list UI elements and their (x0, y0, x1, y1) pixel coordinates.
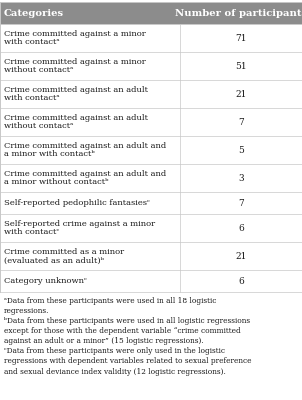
Text: 21: 21 (235, 90, 246, 98)
Bar (0, 80, 302, 108)
Text: 7: 7 (238, 118, 244, 126)
Text: Crime committed against a minor: Crime committed against a minor (4, 30, 145, 38)
Text: without contactᵃ: without contactᵃ (4, 66, 73, 74)
Text: 51: 51 (235, 62, 247, 70)
Bar (0, 192, 302, 214)
Text: Self-reported crime against a minor: Self-reported crime against a minor (4, 220, 155, 228)
Text: Crime committed against a minor: Crime committed against a minor (4, 58, 145, 66)
Text: with contactᵃ: with contactᵃ (4, 94, 59, 102)
Text: Crime committed against an adult: Crime committed against an adult (4, 86, 148, 94)
Text: with contactᶜ: with contactᶜ (4, 228, 59, 236)
Bar (0, 242, 302, 270)
Text: 6: 6 (238, 276, 244, 286)
Bar (0, 24, 302, 52)
Text: Category unknownᶜ: Category unknownᶜ (4, 277, 86, 285)
Bar (0, 164, 302, 192)
Bar (0, 52, 302, 80)
Bar (0, 2, 302, 24)
Bar (0, 270, 302, 292)
Text: Crime committed against an adult and: Crime committed against an adult and (4, 170, 166, 178)
Text: 5: 5 (238, 146, 244, 154)
Text: 3: 3 (238, 174, 244, 182)
Text: ᵃData from these participants were used in all 18 logistic
regressions.
ᵇData fr: ᵃData from these participants were used … (4, 297, 251, 376)
Bar (0, 214, 302, 242)
Text: (evaluated as an adult)ᵇ: (evaluated as an adult)ᵇ (4, 256, 104, 264)
Text: without contactᵃ: without contactᵃ (4, 122, 73, 130)
Bar (0, 136, 302, 164)
Text: a minor with contactᵇ: a minor with contactᵇ (4, 150, 94, 158)
Text: Number of participants: Number of participants (175, 8, 302, 18)
Text: with contactᵃ: with contactᵃ (4, 38, 59, 46)
Bar (0, 108, 302, 136)
Text: 7: 7 (238, 198, 244, 208)
Text: a minor without contactᵇ: a minor without contactᵇ (4, 178, 108, 186)
Text: 21: 21 (235, 252, 246, 260)
Text: 6: 6 (238, 224, 244, 232)
Text: Crime committed against an adult: Crime committed against an adult (4, 114, 148, 122)
Text: Self-reported pedophilic fantasiesᶜ: Self-reported pedophilic fantasiesᶜ (4, 199, 149, 207)
Text: Crime committed against an adult and: Crime committed against an adult and (4, 142, 166, 150)
Text: Categories: Categories (4, 8, 64, 18)
Text: 71: 71 (235, 34, 247, 42)
Text: Crime committed as a minor: Crime committed as a minor (4, 248, 124, 256)
